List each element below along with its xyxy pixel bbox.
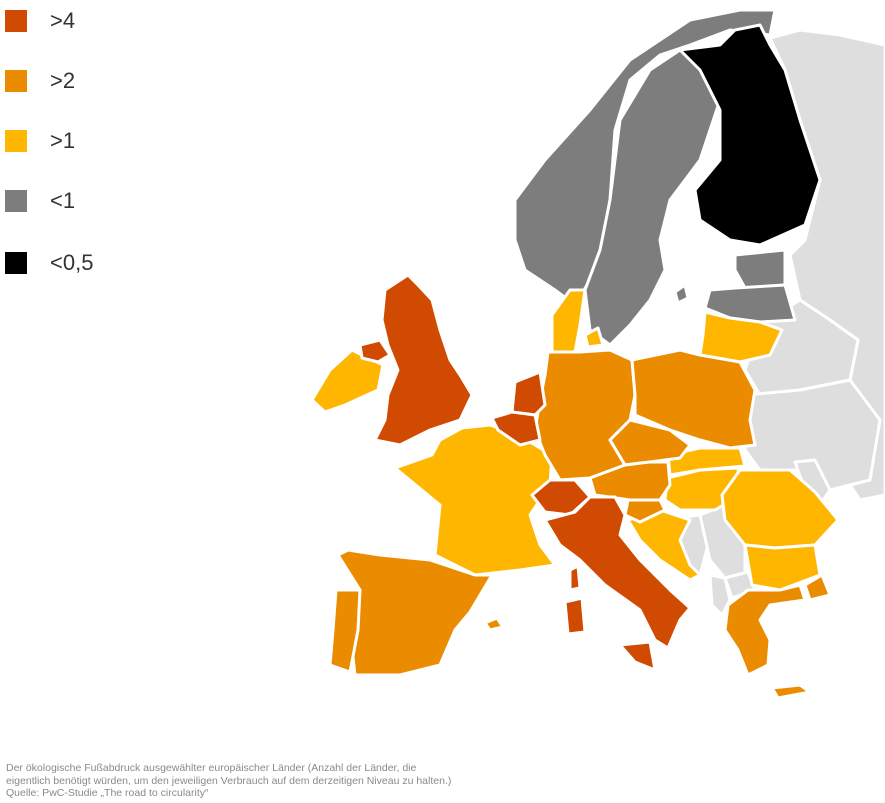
country-united-kingdom	[373, 273, 474, 447]
country-greece	[723, 583, 807, 677]
legend-swatch-lt05	[5, 252, 27, 274]
country-ukraine	[743, 378, 882, 492]
legend-item-lt1: <1	[5, 189, 205, 213]
legend-item-gt1: >1	[5, 129, 205, 153]
country-italy	[543, 495, 692, 650]
legend-swatch-lt1	[5, 190, 27, 212]
country-sweden	[583, 48, 722, 347]
legend-label-gt1: >1	[50, 128, 76, 153]
map-caption: Der ökologische Fußabdruck ausgewählter …	[6, 762, 566, 800]
country-romania	[720, 468, 840, 550]
country-estonia	[733, 248, 787, 290]
legend-label-lt05: <0,5	[50, 250, 94, 275]
country-gotland	[673, 283, 690, 305]
caption-line-2: eigentlich benötigt würden, um den jewei…	[6, 774, 452, 787]
country-lithuania	[698, 310, 784, 364]
country-mallorca	[483, 616, 505, 632]
country-finland	[678, 23, 822, 247]
country-france	[393, 423, 557, 577]
legend-label-gt2: >2	[50, 68, 76, 93]
legend-swatch-gt2	[5, 70, 27, 92]
country-netherlands	[510, 370, 547, 417]
legend-item-gt2: >2	[5, 69, 205, 93]
country-greece-east	[803, 573, 832, 602]
legend-item-lt05: <0,5	[5, 251, 205, 275]
legend-swatch-gt4	[5, 10, 27, 32]
legend-label-gt4: >4	[50, 8, 76, 33]
country-ireland	[310, 348, 385, 414]
country-croatia	[626, 508, 702, 582]
country-northern-ireland	[358, 338, 392, 364]
country-albania	[708, 573, 732, 617]
country-belgium	[490, 410, 542, 447]
country-sardinia	[563, 596, 587, 636]
country-germany	[533, 348, 637, 482]
country-denmark	[550, 288, 587, 354]
country-norway	[513, 8, 777, 307]
country-crete	[770, 683, 812, 700]
country-slovenia	[623, 498, 667, 524]
country-corsica	[568, 564, 582, 592]
legend-item-gt4: >4	[5, 9, 205, 33]
country-portugal	[328, 588, 362, 674]
country-denmark-island	[583, 326, 605, 349]
country-sicily	[618, 640, 657, 672]
caption-line-1: Der ökologische Fußabdruck ausgewählter …	[6, 762, 417, 774]
country-latvia	[703, 283, 797, 324]
legend-swatch-gt1	[5, 130, 27, 152]
legend-label-lt1: <1	[50, 188, 76, 213]
country-poland	[630, 348, 757, 450]
caption-source: Quelle: PwC-Studie „The road to circular…	[6, 787, 209, 799]
